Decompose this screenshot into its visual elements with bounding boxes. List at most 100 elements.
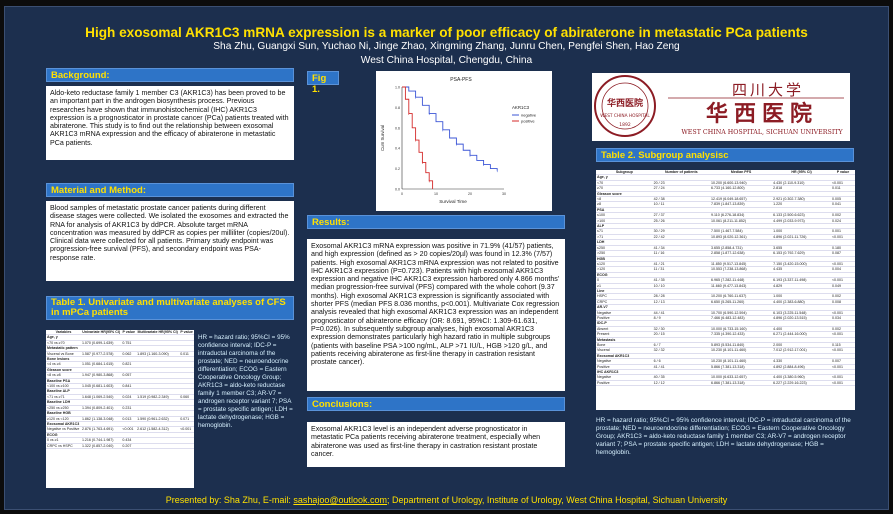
table1-cell: <250 vs ≥250 (46, 405, 81, 412)
table1-row: <70 vs ≥70 1.070 (0.699-1.639) 0.751 (46, 340, 194, 347)
table2-cell: 6.227 (2.229-16.223) (772, 380, 831, 387)
table1-cell: 1.587 (0.977-2.578) (80, 351, 122, 358)
table2-row: HGB (596, 256, 855, 262)
table1-row: <4 vs ≥4 1.051 (0.684-1.615) 0.821 (46, 361, 194, 368)
table2-cell: ≤120 (596, 261, 653, 268)
table2-cell: ≤250 (596, 245, 653, 252)
seal-hospital-name: 华西医院 (607, 97, 643, 109)
table2-cell: 6.866 (7.381-13.318) (710, 380, 773, 387)
footer-email-link[interactable]: sashajoo@outlook.com (293, 495, 388, 505)
table1-cell (121, 378, 137, 385)
table2-cell: 2.858 (1.877-12.638) (710, 250, 773, 257)
table2-cell: 10.000 (6.633-12.657) (710, 374, 773, 381)
table1-row: Gleason score (46, 367, 194, 374)
table2-cell: 6.965 (7.282-11.448) (710, 277, 773, 284)
legend-title: AKR1C3 (512, 105, 530, 110)
table2-heading: Table 2. Subgroup analysisc (596, 148, 854, 162)
table1-row: Visceral vs Bone 1.587 (0.977-2.578) 0.062… (46, 351, 194, 358)
table1-cell: 0.071 (179, 416, 194, 422)
table2-cell: 20 / 15 (652, 331, 711, 338)
table2-cell: 20 / 23 (652, 180, 711, 187)
table1-cell: 1.322 (0.857-2.040) (80, 443, 122, 449)
table1-cell: Metastatic pattern (46, 345, 81, 352)
table2-cell: 2.921 (0.302-7.380) (772, 196, 831, 203)
table2-cell: 10.200 (6.600-13.940) (710, 180, 773, 187)
table1-row: Baseline PSA (46, 378, 194, 385)
table2-cell (772, 304, 831, 311)
table1-cell: Age, y (46, 334, 81, 341)
table1-cell: 1.519 (0.982-2.349) (136, 394, 180, 401)
table2-cell: <0.001 (830, 347, 855, 354)
table1-cell (179, 361, 194, 368)
table2-cell: 27 / 24 (652, 185, 711, 192)
table1-cell (121, 410, 137, 417)
table1-cell (136, 345, 180, 352)
table1-cell: Exosomal AKR1C3 (46, 421, 81, 428)
table2-cell: 3.655 (2.858-4.731) (710, 245, 773, 252)
table2-cell: Negative (596, 310, 653, 317)
table2-cell: 0.049 (830, 283, 855, 289)
table1-cell (121, 345, 137, 352)
table2-row: Positive 41 / 41 5.866 (7.381-13.318) 4.892… (596, 364, 855, 371)
table2-row: ≤71 30 / 29 7.500 (1.467-7.584) 1.000 0.001 (596, 228, 855, 235)
table2-cell (830, 256, 855, 262)
table1-cell: <71 vs ≥71 (46, 394, 81, 401)
table2-cell: 32 / 32 (652, 347, 711, 354)
table1-cell (136, 334, 180, 341)
table2-row: IDC-P (596, 320, 855, 327)
table1-cell (80, 378, 122, 385)
table1-cell (179, 367, 194, 374)
table2-cell: 0.034 (830, 315, 855, 322)
table1-row: Baseline HGB (46, 410, 194, 417)
table2-cell: >120 (596, 266, 653, 273)
table2-cell (830, 207, 855, 214)
table2-row: ≥70 27 / 24 6.733 (4.160-12.800) 2.818 0.011 (596, 185, 855, 192)
table2-cell: <0.001 (830, 380, 855, 387)
x-axis-label: Survival Time (439, 199, 467, 204)
table2-cell (710, 369, 773, 376)
table1-row: 0 vs ≥1 1.216 (0.744-1.987) 0.434 (46, 437, 194, 444)
table2-cell: Negative (596, 374, 653, 381)
seal-english-text: WEST CHINA HOSPITAL (600, 113, 650, 119)
table2-column-header: Subgroup (596, 170, 653, 176)
table1-cell: 0.821 (121, 361, 137, 368)
table2-cell: Gleason score (596, 191, 653, 198)
table1-cell (80, 356, 122, 363)
table2-row: <70 20 / 23 10.200 (6.600-13.940) 4.430 (2.… (596, 180, 855, 187)
table1-row: ≥120 vs <120 1.862 (1.138-3.048) 0.013 1.59… (46, 416, 194, 422)
table2-cell: 0.004 (830, 266, 855, 273)
table2-cell: 40 / 35 (652, 374, 711, 381)
table2-row: Absent 32 / 30 10.000 (6.733-15.160) 4.400 0… (596, 326, 855, 333)
table1-cell (136, 432, 180, 439)
table2-cell (830, 304, 855, 311)
table2-cell: 4.892 (2.884-8.496) (772, 364, 831, 371)
table1-row: Exosomal AKR1C3 (46, 421, 194, 428)
table2-cell: 0.008 (830, 299, 855, 306)
table1-cell: 1.862 (1.138-3.048) (80, 416, 122, 422)
table2-cell (772, 320, 831, 327)
table2-cell: 6.153 (0.792-7.629) (772, 250, 831, 257)
table2-cell: 22 / 42 (652, 234, 711, 241)
table1-cell (80, 345, 122, 352)
x-tick-label: 30 (502, 192, 506, 196)
table2-row: >71 22 / 42 10.893 (8.020-12.361) 4.896 (2.… (596, 234, 855, 241)
table2-row: Line (596, 288, 855, 295)
table2-cell (772, 256, 831, 262)
table2-row: >250 11 / 16 2.858 (1.877-12.638) 6.153 (0.… (596, 250, 855, 257)
table2-cell: 4.330 (772, 358, 831, 365)
table2-cell: 10.200 (6.760-11.637) (710, 293, 773, 300)
table2-cell (772, 191, 831, 198)
table2-cell: 0.180 (830, 245, 855, 252)
table2-cell: CRPC (596, 299, 653, 306)
table1-cell (136, 356, 180, 363)
table2-cell: ≥8 (596, 201, 653, 208)
table2-cell: 2.000 (772, 342, 831, 349)
table2-cell: 6.193 (3.337-11.498) (772, 277, 831, 284)
table2-notes: HR = hazard ratio; 95%CI = 95% confidenc… (596, 417, 851, 456)
table2-row: Negative 6 / 6 10.230 (8.101-11.460) 4.330 0… (596, 358, 855, 365)
table2-cell: 12 / 12 (652, 380, 711, 387)
table2-cell: ≤100 (596, 212, 653, 219)
seal-year: 1892 (619, 122, 631, 128)
table2-column-header: Number of patients (652, 170, 711, 176)
table2-cell: ≤71 (596, 228, 653, 235)
